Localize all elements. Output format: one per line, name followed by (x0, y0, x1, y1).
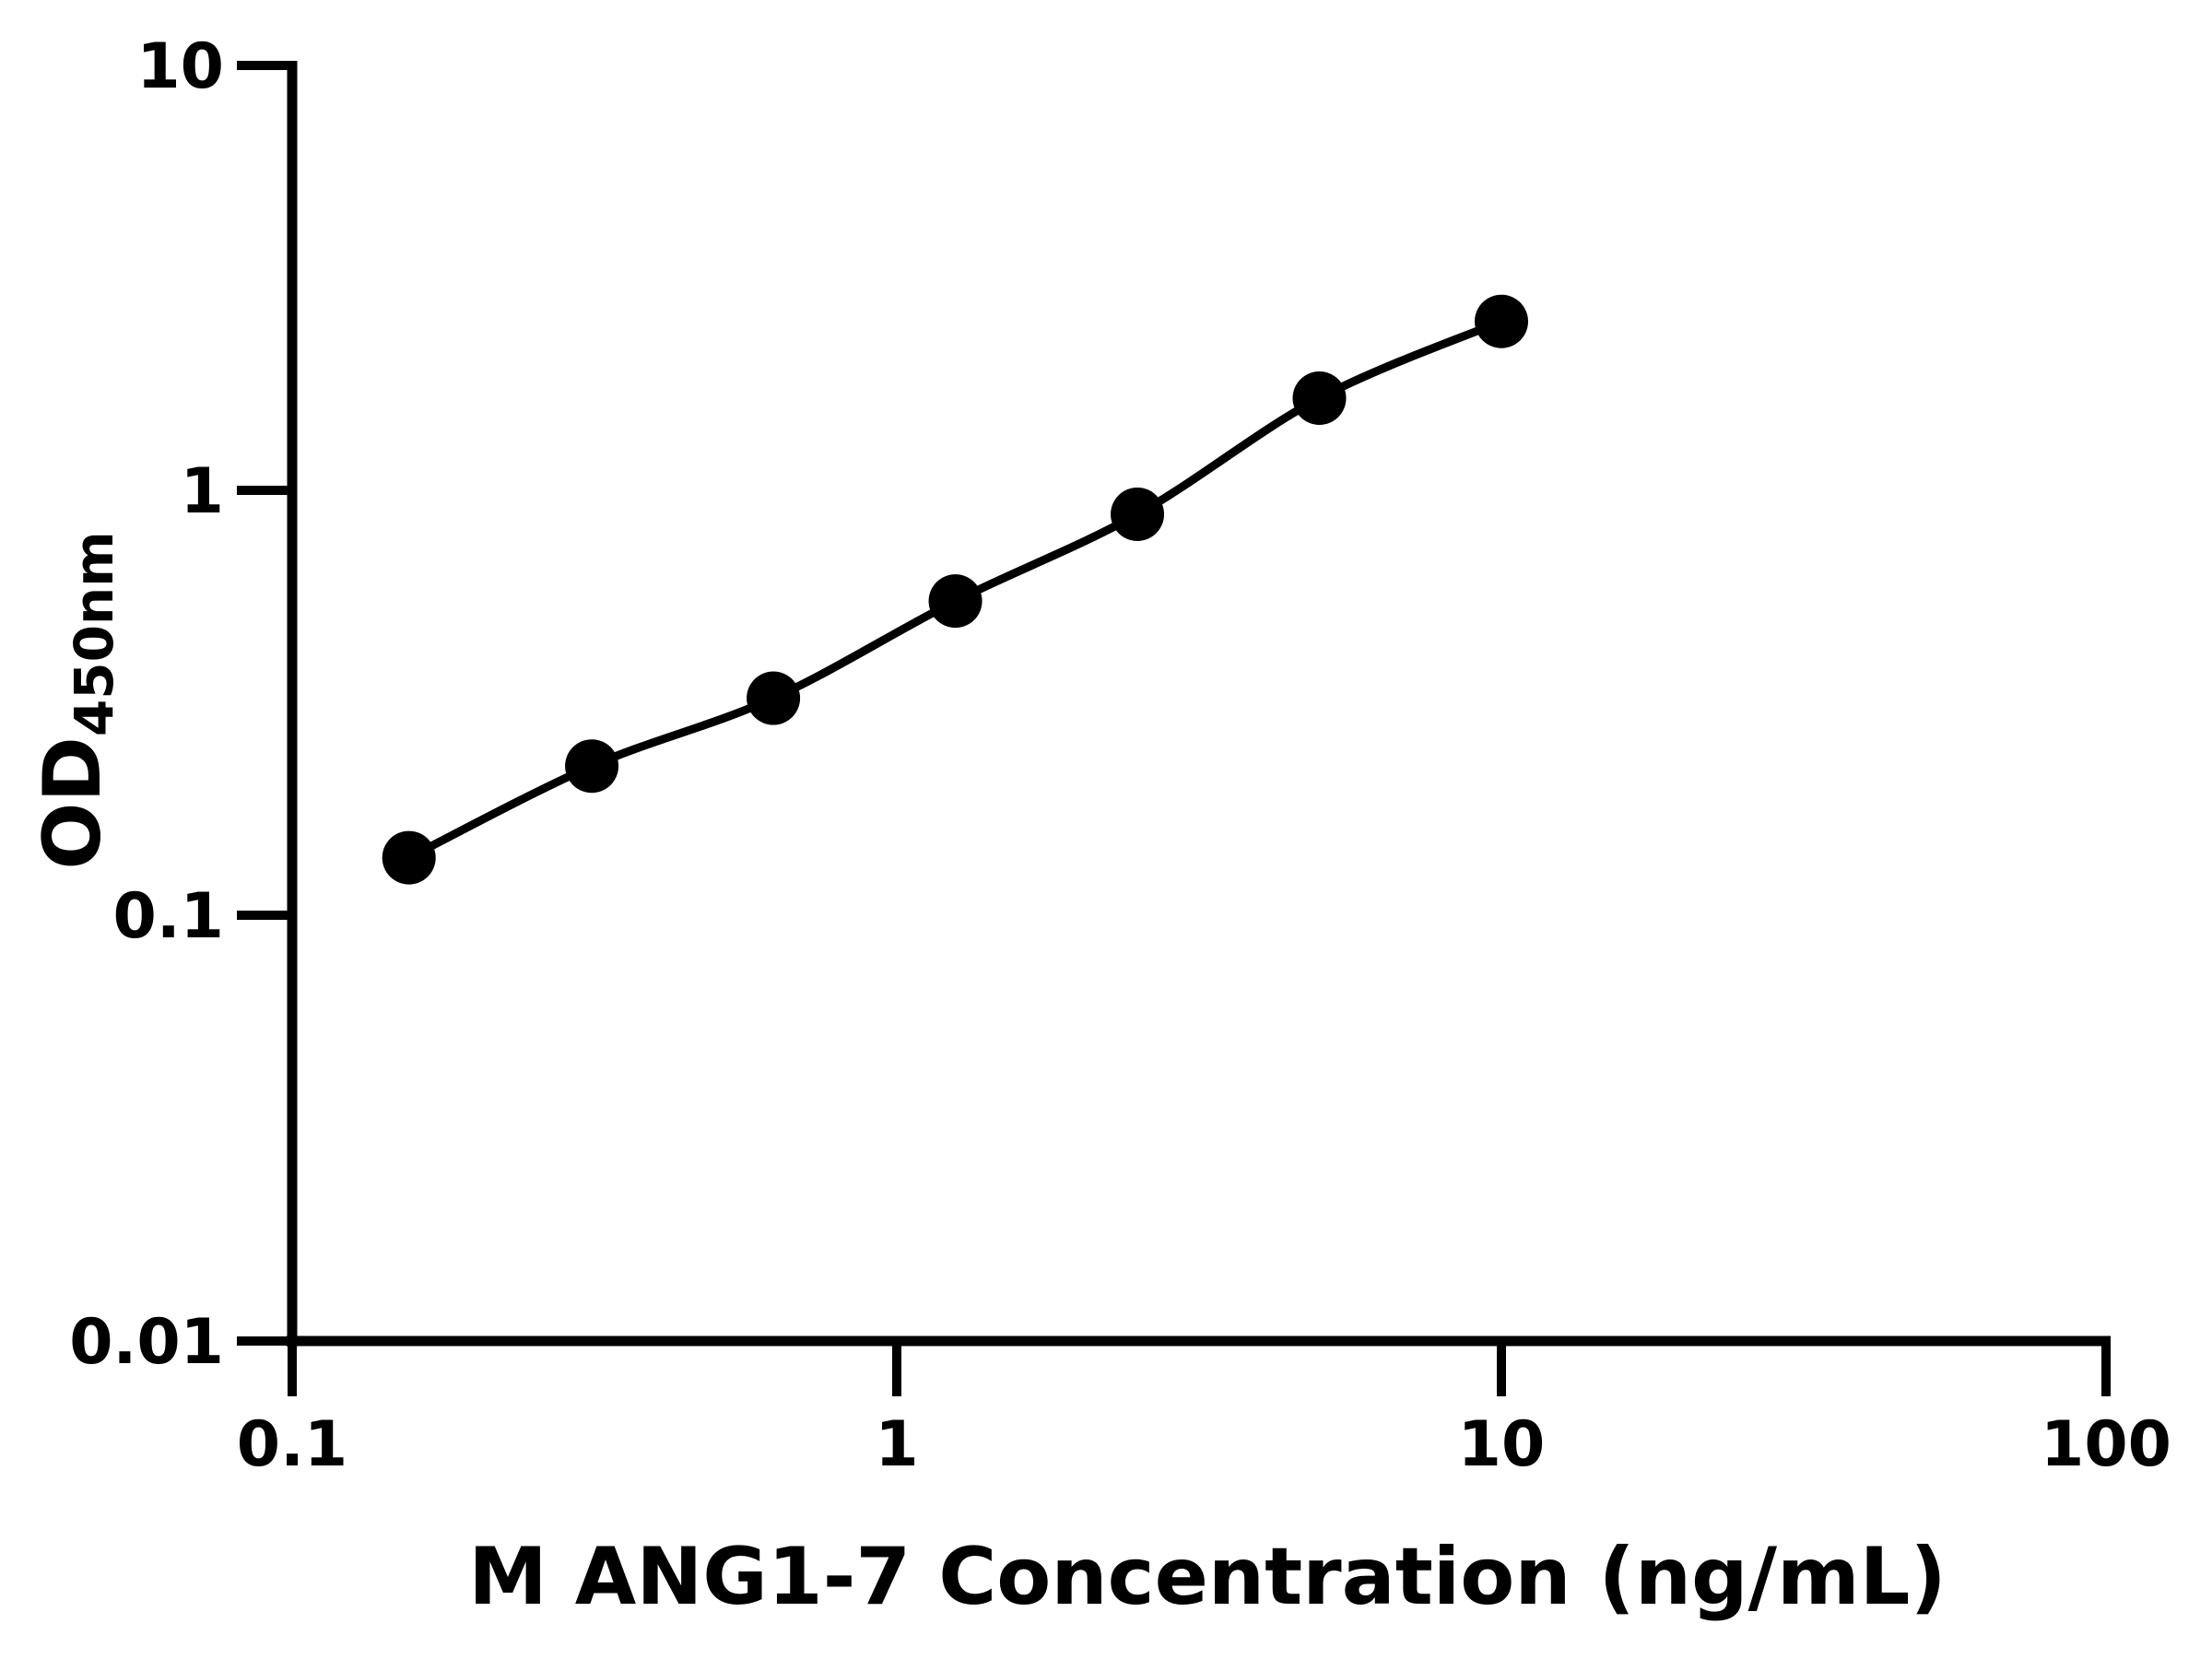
x-tick-labels: 0.1 1 10 100 (237, 1408, 2171, 1481)
data-point (382, 830, 436, 885)
y-axis-title-group: OD450nm (27, 531, 125, 869)
data-point (747, 671, 801, 725)
data-point (1292, 371, 1347, 425)
x-axis-ticks (288, 1341, 2111, 1396)
y-tick-labels: 10 1 0.1 0.01 (69, 30, 224, 1379)
data-point (1111, 487, 1165, 541)
y-axis-title-sub: 450nm (63, 531, 125, 736)
data-point (928, 574, 982, 629)
x-tick-label-100: 100 (2041, 1408, 2171, 1481)
data-series-layer (382, 294, 1528, 885)
x-tick-label-0.1: 0.1 (237, 1408, 347, 1481)
x-tick-label-10: 10 (1458, 1408, 1546, 1481)
y-tick-label-10: 10 (136, 30, 224, 103)
data-point (1475, 294, 1528, 348)
x-axis-title: M ANG1-7 Concentration (ng/mL) (468, 1531, 1947, 1623)
y-axis-ticks (237, 61, 292, 1346)
y-tick-label-1: 1 (181, 455, 224, 528)
y-axis-title-main: OD (27, 736, 119, 870)
y-tick-label-0.1: 0.1 (113, 880, 224, 953)
x-tick-label-1: 1 (875, 1408, 918, 1481)
y-axis-title: OD450nm (27, 531, 125, 869)
y-tick-label-0.01: 0.01 (69, 1306, 224, 1379)
data-point (565, 739, 619, 794)
